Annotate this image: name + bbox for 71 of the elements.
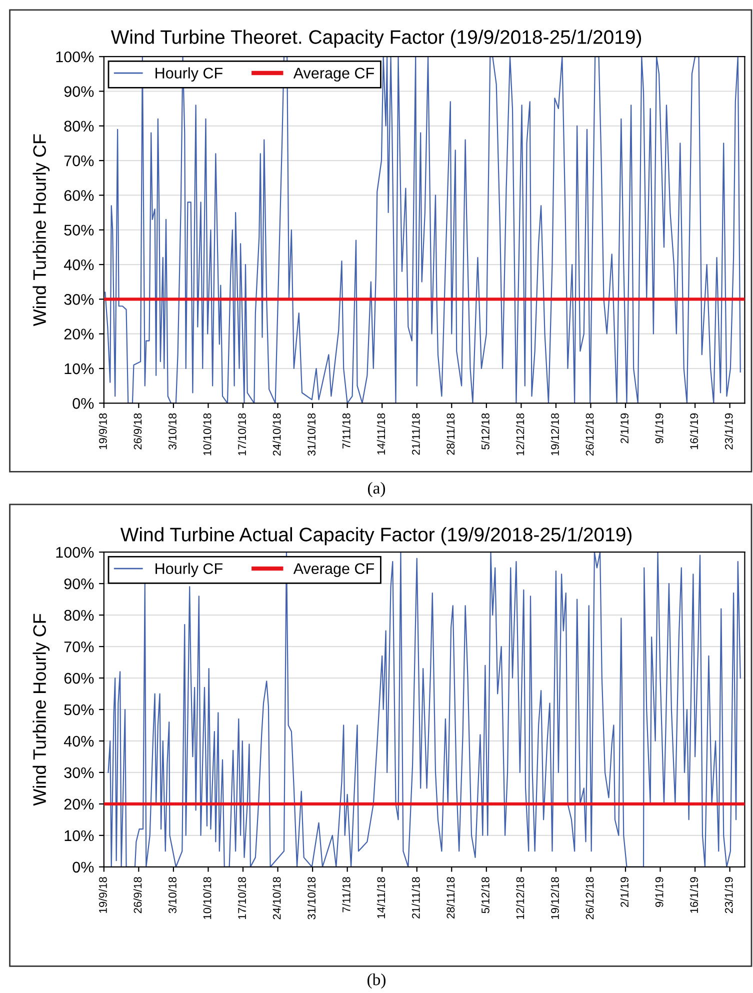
x-tick-label: 9/1/19: [655, 413, 664, 444]
x-tick-label: 10/10/18: [203, 877, 212, 920]
x-tick-label: 16/1/19: [690, 413, 698, 450]
legend-label: Hourly CF: [156, 562, 222, 578]
text: (b): [368, 974, 386, 989]
x-tick-label: 5/12/18: [481, 877, 490, 914]
x-tick-label: 23/1/19: [724, 413, 733, 450]
y-tick-label: 90%: [64, 86, 94, 97]
x-tick-label: 12/12/18: [516, 413, 524, 456]
y-tick-label: 60%: [64, 190, 94, 201]
x-tick-label: 24/10/18: [272, 413, 281, 456]
x-tick-label: 23/1/19: [724, 877, 733, 914]
x-tick-label: 19/12/18: [550, 877, 559, 920]
x-tick-label: 26/9/18: [134, 877, 142, 914]
y-tick-label: 100%: [56, 546, 94, 558]
x-tick-label: 21/11/18: [412, 877, 420, 918]
x-tick-label: 24/10/18: [272, 877, 281, 920]
x-tick-label: 26/12/18: [586, 877, 594, 920]
y-tick-label: 30%: [64, 294, 94, 305]
x-tick-label: 31/10/18: [307, 877, 316, 920]
x-tick-label: 19/9/18: [98, 877, 107, 913]
text: (a): [368, 482, 386, 498]
x-tick-label: 14/11/18: [376, 877, 386, 918]
x-tick-label: 17/10/18: [238, 877, 246, 920]
y-tick-label: 20%: [64, 798, 94, 810]
x-tick-label: 28/11/18: [446, 413, 455, 455]
y-tick-label: 70%: [64, 641, 94, 652]
y-tick-label: 40%: [64, 259, 94, 270]
x-tick-label: 31/10/18: [307, 413, 316, 456]
legend-label: Hourly CF: [156, 67, 222, 82]
x-tick-label: 2/1/19: [620, 877, 628, 907]
y-tick-label: 50%: [64, 704, 94, 716]
y-tick-label: 70%: [64, 155, 94, 166]
x-tick-label: 10/10/18: [203, 413, 212, 456]
y-tick-label: 90%: [64, 578, 94, 590]
y-tick-label: 100%: [56, 51, 94, 62]
chart-title: Wind Turbine Actual Capacity Factor (19/9/2018-25/1/2019): [120, 527, 632, 546]
y-tick-label: 40%: [64, 736, 94, 747]
x-tick-label: 7/11/18: [342, 877, 350, 912]
x-tick-label: 19/12/18: [550, 413, 559, 456]
y-tick-label: 0%: [72, 862, 94, 873]
y-tick-label: 0%: [72, 398, 94, 409]
x-tick-label: 12/12/18: [516, 877, 524, 920]
x-tick-label: 5/12/18: [481, 413, 490, 450]
x-tick-label: 3/10/18: [168, 877, 176, 914]
y-tick-label: 80%: [64, 610, 94, 621]
x-tick-label: 28/11/18: [446, 877, 455, 918]
x-tick-label: 3/10/18: [168, 413, 176, 450]
x-tick-label: 14/11/18: [376, 413, 386, 454]
x-tick-label: 26/9/18: [134, 413, 142, 450]
x-tick-label: 19/9/18: [98, 413, 107, 450]
x-tick-label: 7/11/18: [342, 413, 350, 449]
x-tick-label: 9/1/19: [655, 877, 664, 907]
chart-title: Wind Turbine Theoret. Capacity Factor (19/9/2018-25/1/2019): [110, 30, 642, 48]
y-axis-title: Wind Turbine Hourly CF: [32, 614, 50, 806]
y-tick-label: 20%: [64, 328, 94, 340]
x-tick-label: 26/12/18: [586, 413, 594, 456]
y-tick-label: 80%: [64, 120, 94, 132]
x-tick-label: 16/1/19: [690, 877, 698, 913]
y-tick-label: 60%: [64, 672, 94, 684]
legend-label: Average CF: [293, 68, 374, 82]
x-tick-label: 17/10/18: [238, 413, 246, 456]
y-axis-title: Wind Turbine Hourly CF: [32, 134, 50, 326]
legend-label: Average CF: [293, 563, 374, 578]
y-tick-label: 10%: [64, 363, 94, 374]
y-tick-label: 10%: [64, 830, 94, 842]
x-tick-label: 2/1/19: [620, 413, 628, 444]
y-tick-label: 30%: [64, 767, 94, 778]
x-tick-label: 21/11/18: [412, 413, 420, 455]
y-tick-label: 50%: [64, 224, 94, 236]
line-series: [108, 552, 741, 867]
